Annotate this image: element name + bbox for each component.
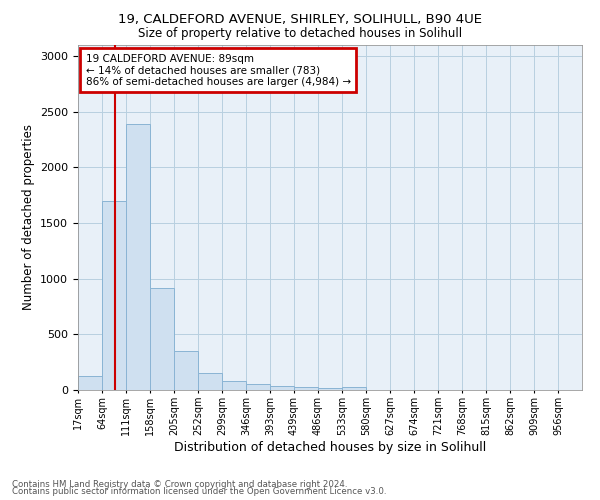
Text: 19, CALDEFORD AVENUE, SHIRLEY, SOLIHULL, B90 4UE: 19, CALDEFORD AVENUE, SHIRLEY, SOLIHULL,…	[118, 12, 482, 26]
Bar	[222, 381, 246, 390]
X-axis label: Distribution of detached houses by size in Solihull: Distribution of detached houses by size …	[174, 440, 486, 454]
Text: 19 CALDEFORD AVENUE: 89sqm
← 14% of detached houses are smaller (783)
86% of sem: 19 CALDEFORD AVENUE: 89sqm ← 14% of deta…	[86, 54, 350, 87]
Bar	[126, 124, 150, 390]
Bar	[294, 387, 318, 390]
Bar	[318, 388, 342, 390]
Bar	[174, 351, 198, 390]
Text: Size of property relative to detached houses in Solihull: Size of property relative to detached ho…	[138, 28, 462, 40]
Text: Contains HM Land Registry data © Crown copyright and database right 2024.: Contains HM Land Registry data © Crown c…	[12, 480, 347, 489]
Bar	[342, 387, 366, 390]
Bar	[246, 384, 270, 390]
Bar	[198, 373, 222, 390]
Text: Contains public sector information licensed under the Open Government Licence v3: Contains public sector information licen…	[12, 487, 386, 496]
Bar	[150, 288, 174, 390]
Bar	[270, 386, 294, 390]
Y-axis label: Number of detached properties: Number of detached properties	[22, 124, 35, 310]
Bar	[102, 201, 126, 390]
Bar	[78, 376, 102, 390]
